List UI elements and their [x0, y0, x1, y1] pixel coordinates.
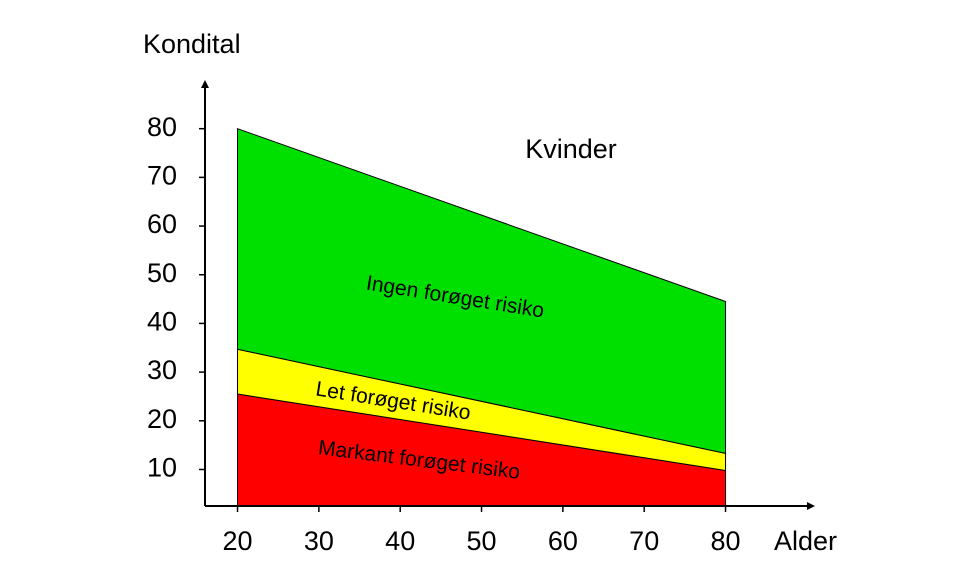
- y-tick-label: 30: [147, 355, 177, 385]
- y-tick-label: 80: [147, 112, 177, 142]
- y-tick-label: 40: [147, 307, 177, 337]
- y-tick-label: 10: [147, 453, 177, 483]
- y-tick-label: 70: [147, 160, 177, 190]
- y-axis-arrow: [201, 80, 209, 88]
- x-tick-label: 60: [548, 526, 578, 556]
- y-axis-label: Kondital: [143, 29, 241, 59]
- area: [237, 127, 727, 455]
- x-axis-arrow: [807, 502, 815, 510]
- x-tick-label: 30: [304, 526, 334, 556]
- y-tick-label: 60: [147, 209, 177, 239]
- x-tick-label: 70: [629, 526, 659, 556]
- chart-title: Kvinder: [525, 134, 617, 164]
- x-tick-label: 80: [711, 526, 741, 556]
- x-tick-label: 50: [467, 526, 497, 556]
- y-tick-label: 20: [147, 404, 177, 434]
- x-tick-label: 20: [223, 526, 253, 556]
- x-axis-label: Alder: [774, 526, 837, 556]
- y-tick-label: 50: [147, 258, 177, 288]
- x-tick-label: 40: [385, 526, 415, 556]
